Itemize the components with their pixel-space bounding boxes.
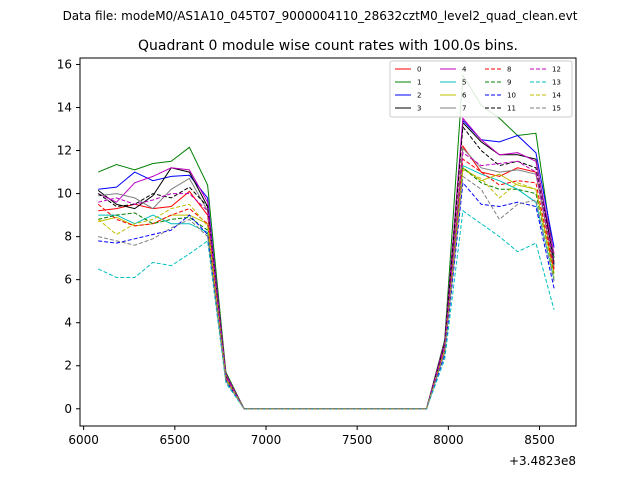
y-tick-label: 4 (64, 316, 72, 330)
legend-label-9: 9 (507, 79, 511, 87)
series-line-15 (98, 175, 555, 410)
x-tick-label: 8000 (433, 433, 464, 447)
series-layer (97, 73, 555, 410)
legend-label-8: 8 (507, 66, 511, 74)
x-tick-label: 7500 (342, 433, 373, 447)
y-tick-label: 14 (57, 100, 72, 114)
series-line-0 (98, 144, 555, 410)
legend-label-5: 5 (462, 79, 466, 87)
y-tick-label: 16 (57, 57, 72, 71)
legend-label-1: 1 (417, 79, 421, 87)
x-tick-label: 7000 (251, 433, 282, 447)
series-line-14 (97, 169, 555, 410)
legend-label-15: 15 (552, 105, 561, 113)
y-tick-label: 12 (57, 144, 72, 158)
legend-label-2: 2 (417, 92, 421, 100)
legend-box (389, 60, 573, 118)
x-offset-label: +3.4823e8 (509, 454, 576, 468)
series-line-1 (98, 73, 555, 410)
legend-label-14: 14 (552, 92, 561, 100)
legend-label-3: 3 (417, 105, 421, 113)
y-axis-ticks: 0 2 4 6 8 10 12 14 16 (57, 57, 80, 416)
series-line-6 (98, 166, 555, 410)
chart-suptitle: Data file: modeM0/AS1A10_045T07_90000041… (63, 9, 578, 23)
series-line-5 (98, 164, 555, 410)
legend-label-4: 4 (462, 66, 467, 74)
x-axis-ticks: 6000 6500 7000 7500 8000 8500 (68, 426, 555, 447)
series-line-12 (98, 151, 555, 410)
y-tick-label: 8 (64, 230, 72, 244)
legend-label-0: 0 (417, 66, 421, 74)
y-tick-label: 0 (64, 402, 72, 416)
x-tick-label: 6000 (68, 433, 99, 447)
legend-label-11: 11 (507, 105, 516, 113)
legend-label-12: 12 (552, 66, 561, 74)
plot-frame (79, 57, 577, 427)
x-tick-label: 6500 (160, 433, 191, 447)
y-tick-label: 2 (64, 359, 72, 373)
y-tick-label: 10 (57, 187, 72, 201)
legend-label-6: 6 (462, 92, 467, 100)
y-tick-label: 6 (64, 273, 72, 287)
legend-label-10: 10 (507, 92, 516, 100)
series-line-7 (98, 147, 555, 410)
legend-label-7: 7 (462, 105, 466, 113)
legend-label-13: 13 (552, 79, 561, 87)
chart-title: Quadrant 0 module wise count rates with … (138, 38, 518, 54)
series-line-11 (97, 125, 555, 410)
series-line-13 (97, 209, 555, 410)
x-tick-label: 8500 (524, 433, 555, 447)
series-line-10 (98, 181, 555, 410)
series-line-9 (98, 166, 555, 410)
